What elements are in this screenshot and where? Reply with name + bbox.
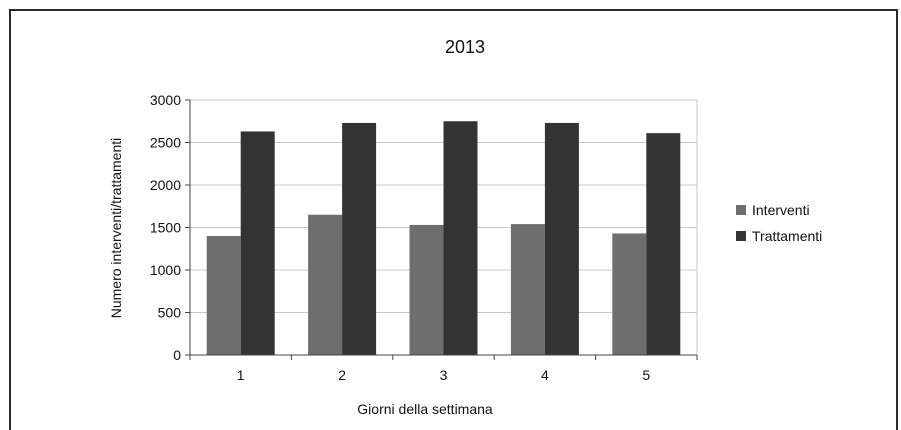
- legend-swatch-trattamenti: [736, 231, 746, 241]
- x-tick-label: 3: [440, 367, 448, 383]
- y-tick-label: 0: [173, 347, 181, 363]
- bar-trattamenti-2: [342, 122, 377, 355]
- y-tick-label: 2000: [150, 177, 181, 193]
- bar-interventi-4: [510, 224, 545, 355]
- y-tick-label: 2500: [150, 135, 181, 151]
- legend: Interventi Trattamenti: [736, 202, 822, 244]
- axes: 0 500 1000 1500 2000 2500 3000 1 2 3 4 5: [150, 92, 698, 383]
- y-tick-label: 1500: [150, 220, 181, 236]
- bar-trattamenti-3: [443, 121, 478, 355]
- frame-border-top: [9, 9, 898, 11]
- x-tick-label: 4: [541, 367, 549, 383]
- bar-trattamenti-5: [646, 133, 681, 355]
- x-tick-label: 2: [338, 367, 346, 383]
- x-axis-label: Giorni della settimana: [357, 401, 493, 417]
- frame-border-left: [9, 9, 11, 430]
- y-tick-label: 500: [158, 305, 182, 321]
- legend-label-interventi: Interventi: [752, 202, 810, 218]
- bars: [206, 121, 681, 355]
- bar-interventi-1: [206, 236, 241, 355]
- bar-interventi-3: [409, 224, 444, 355]
- bar-trattamenti-4: [544, 122, 579, 355]
- x-tick-label: 5: [642, 367, 650, 383]
- bar-interventi-2: [308, 214, 343, 355]
- y-tick-label: 1000: [150, 262, 181, 278]
- y-axis-label: Numero interventi/trattamenti: [108, 138, 124, 319]
- bar-interventi-5: [612, 233, 647, 355]
- bar-trattamenti-1: [240, 131, 275, 355]
- legend-swatch-interventi: [736, 205, 746, 215]
- y-tick-label: 3000: [150, 92, 181, 108]
- chart-title: 2013: [445, 37, 485, 57]
- x-tick-label: 1: [237, 367, 245, 383]
- frame-border-right: [896, 9, 898, 430]
- legend-label-trattamenti: Trattamenti: [752, 228, 822, 244]
